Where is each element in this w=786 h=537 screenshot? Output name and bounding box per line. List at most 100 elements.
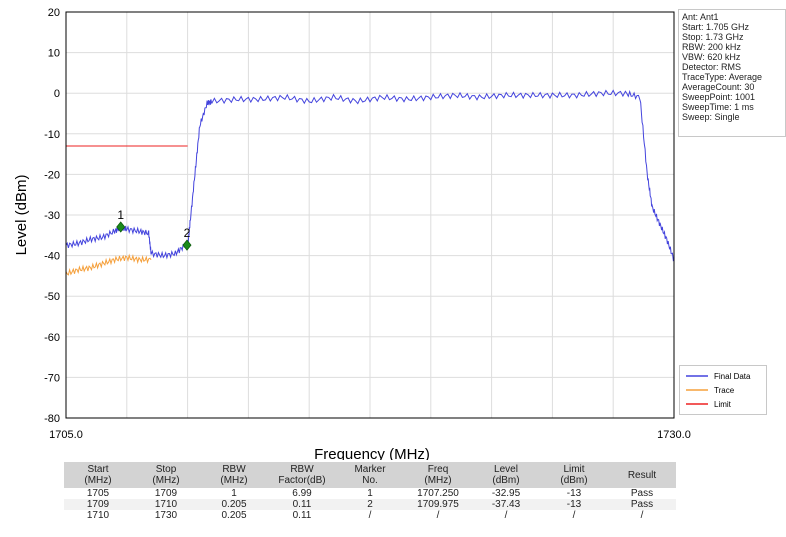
info-line: TraceType: Average: [682, 72, 763, 82]
info-line: Ant: Ant1: [682, 12, 719, 22]
y-tick-label: 10: [48, 48, 60, 60]
table-cell: 1710: [132, 499, 200, 510]
table-cell: /: [504, 510, 508, 521]
table-cell: Pass: [630, 488, 654, 499]
y-tick-label: -70: [44, 372, 60, 384]
y-tick-label: -20: [44, 169, 60, 181]
header-unit: (MHz): [424, 475, 452, 486]
plot-frame: [65, 11, 675, 419]
legend-label: Final Data: [714, 372, 751, 381]
table-cell: 0.205: [221, 510, 247, 521]
table-cell: -32.95: [491, 488, 521, 499]
y-tick-label: 0: [54, 88, 60, 100]
table-cell: /: [368, 510, 372, 521]
header-unit: (MHz): [220, 475, 248, 486]
table-header-cell: Start (MHz): [64, 462, 132, 488]
info-line: Detector: RMS: [682, 62, 742, 72]
header-unit: (MHz): [152, 475, 180, 486]
header-text: RBW: [222, 464, 246, 475]
info-line: VBW: 620 kHz: [682, 52, 741, 62]
header-text: Marker: [354, 464, 386, 475]
table-cell: 1709.975: [404, 499, 472, 510]
marker-label: 1: [117, 208, 124, 222]
table-cell: 0.11: [268, 499, 336, 510]
result-table: Start (MHz) Stop (MHz) RBW (MHz) RBW Factor(dB)…: [64, 462, 676, 521]
info-line: Start: 1.705 GHz: [682, 22, 750, 32]
info-line: SweepTime: 1 ms: [682, 102, 754, 112]
x-axis-title: Frequency (MHz): [314, 446, 430, 460]
series-line-final-data: [65, 89, 675, 262]
header-text: RBW: [290, 464, 314, 475]
table-cell: 0.11: [292, 510, 312, 521]
info-line: RBW: 200 kHz: [682, 42, 741, 52]
table-cell: -37.43: [472, 499, 540, 510]
header-unit: (dBm): [492, 475, 520, 486]
table-cell: 1709: [154, 488, 178, 499]
table-cell: 1709: [64, 499, 132, 510]
marker-label: 2: [184, 226, 191, 240]
table-cell: 1710: [86, 510, 110, 521]
legend: Final Data Trace Limit: [679, 365, 767, 415]
table-header-cell: Level (dBm): [472, 462, 540, 488]
table-cell: 2: [336, 499, 404, 510]
legend-label: Trace: [714, 386, 735, 395]
table-header-row: Start (MHz) Stop (MHz) RBW (MHz) RBW Factor(dB)…: [64, 462, 676, 488]
legend-label: Limit: [714, 400, 732, 409]
info-line: Sweep: Single: [682, 112, 740, 122]
y-tick-label: -40: [44, 251, 60, 263]
info-line: Stop: 1.73 GHz: [682, 32, 744, 42]
info-line: AverageCount: 30: [682, 82, 755, 92]
table-cell: /: [572, 510, 576, 521]
table-cell: /: [436, 510, 440, 521]
marker-point: [116, 221, 126, 233]
table-cell: /: [640, 510, 644, 521]
header-unit: Factor(dB): [278, 475, 326, 486]
header-unit: (MHz): [84, 475, 112, 486]
y-tick-label: -30: [44, 210, 60, 222]
info-line: SweepPoint: 1001: [682, 92, 756, 102]
header-text: Limit: [563, 464, 585, 475]
table-cell: 6.99: [292, 488, 312, 499]
header-text: Result: [627, 469, 657, 481]
axis-tick-labels: 20 10 0 -10 -20 -30 -40 -50 -60 -70 -80 1705.0 1730.…: [44, 7, 691, 441]
table-header-cell: Result: [608, 462, 676, 488]
marker-point: [182, 239, 192, 251]
table-cell: -13: [540, 499, 608, 510]
header-text: Start: [87, 464, 109, 475]
table-header-cell: Marker No.: [336, 462, 404, 488]
y-axis-title: Level (dBm): [13, 175, 30, 256]
grid-lines: [66, 11, 674, 419]
table-cell: 1707.250: [417, 488, 459, 499]
table-header-cell: RBW (MHz): [200, 462, 268, 488]
table-cell: 1: [231, 488, 237, 499]
table-cell: 1705: [86, 488, 110, 499]
table-header-cell: Limit (dBm): [540, 462, 608, 488]
x-tick-label: 1730.0: [657, 429, 691, 441]
table-cell: Pass: [608, 499, 676, 510]
header-text: Level: [494, 464, 518, 475]
y-tick-label: -80: [44, 413, 60, 425]
measurement-info-panel: Ant: Ant1 Start: 1.705 GHz Stop: 1.73 GHz R…: [678, 9, 786, 137]
x-tick-label: 1705.0: [49, 429, 83, 441]
y-tick-label: 20: [48, 7, 60, 19]
series-line-trace: [65, 253, 152, 276]
marker-points: 12: [116, 208, 192, 251]
table-row: 1705 1709 1 6.99 1 1707.250 -32.95 -13 Pass: [64, 488, 676, 499]
y-tick-label: -50: [44, 291, 60, 303]
table-header-cell: RBW Factor(dB): [268, 462, 336, 488]
table-header-cell: Stop (MHz): [132, 462, 200, 488]
table-header-cell: Freq (MHz): [404, 462, 472, 488]
series-lines: [65, 89, 675, 276]
table-cell: 0.205: [200, 499, 268, 510]
table-cell: 1: [367, 488, 373, 499]
table-row: 1709 1710 0.205 0.11 2 1709.975 -37.43 -13 Pass: [64, 499, 676, 510]
y-tick-label: -60: [44, 332, 60, 344]
header-text: Stop: [155, 464, 177, 475]
table-cell: -13: [566, 488, 582, 499]
header-unit: No.: [362, 475, 378, 486]
header-unit: (dBm): [560, 475, 588, 486]
y-tick-label: -10: [44, 129, 60, 141]
header-text: Freq: [427, 464, 449, 475]
table-row: 1710 1730 0.205 0.11 / / / / /: [64, 510, 676, 521]
